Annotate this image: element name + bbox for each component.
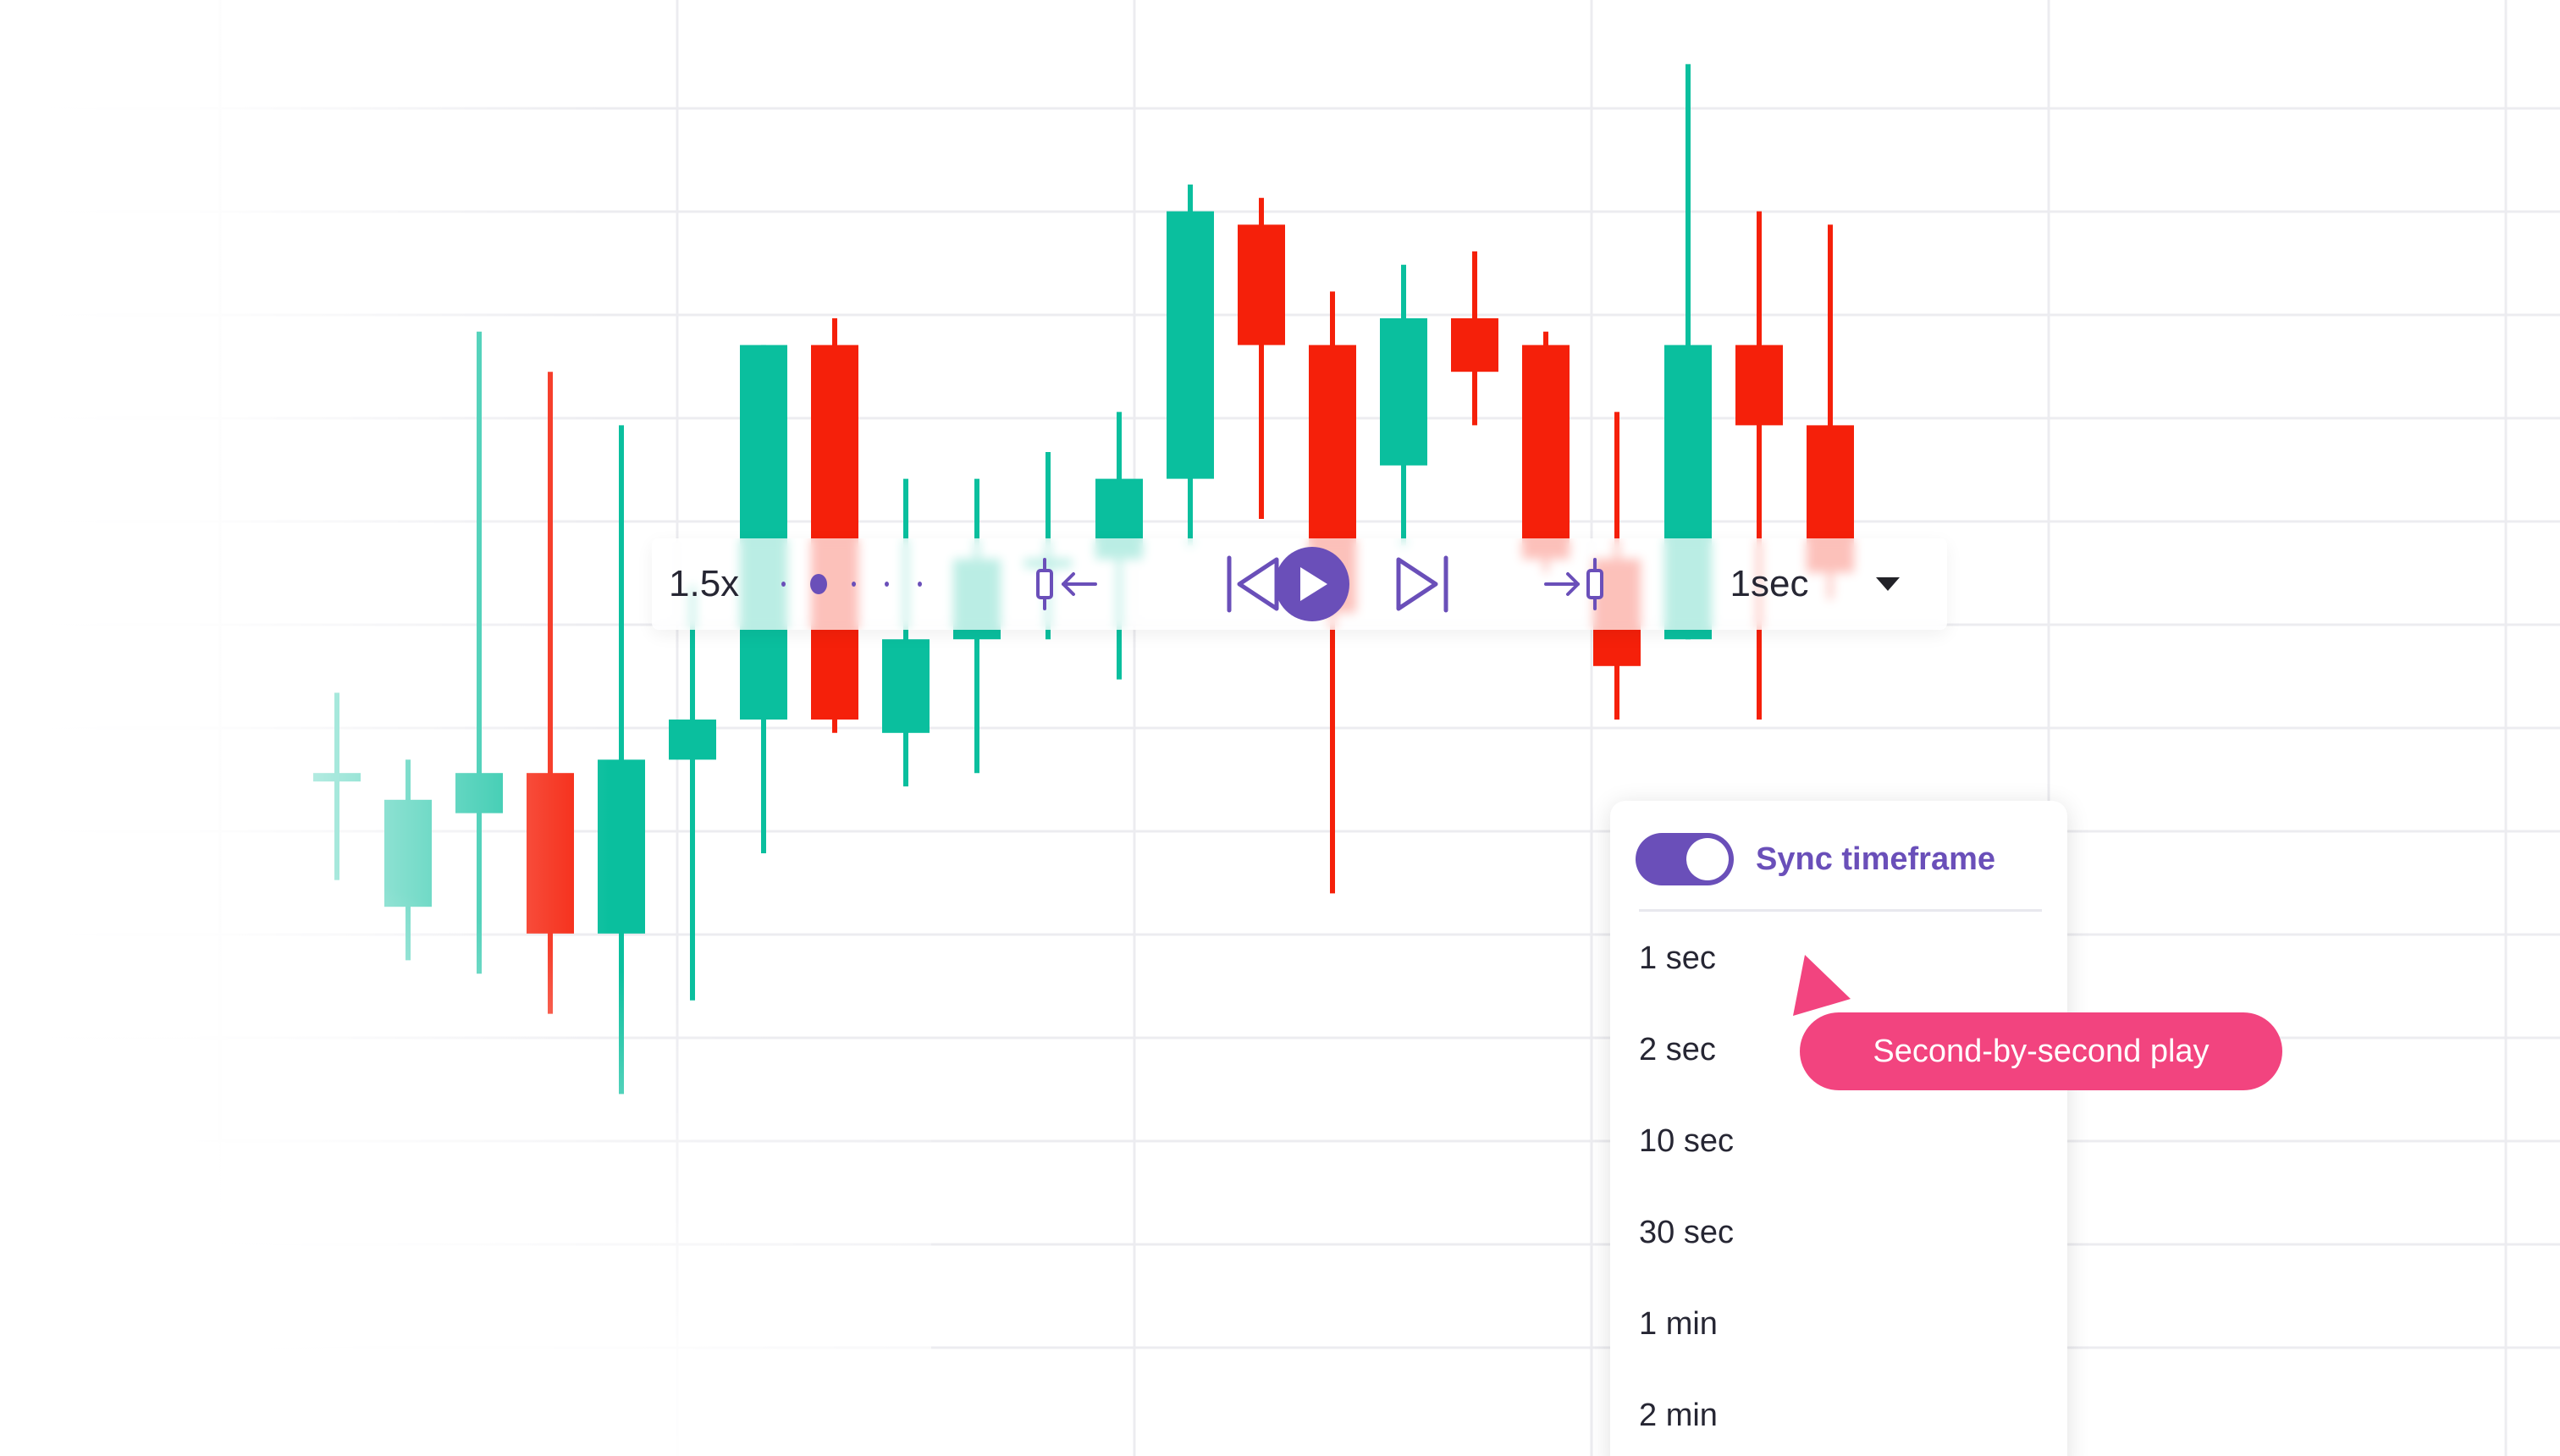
- timeframe-dropdown: Sync timeframe 1 sec 2 sec 10 sec 30 sec…: [1610, 801, 2067, 1456]
- speed-slider-step: [852, 582, 856, 587]
- candle-arrow-left-icon: [1036, 558, 1097, 610]
- candle-bearish: [1238, 224, 1285, 345]
- timeframe-options: 1 sec 2 sec 10 sec 30 sec 1 min 2 min: [1639, 913, 2042, 1456]
- sync-timeframe-row: Sync timeframe: [1636, 830, 2050, 889]
- replay-speed-slider[interactable]: [767, 538, 936, 630]
- replay-toolbar: 1.5x: [652, 538, 1947, 630]
- candle-bearish: [1735, 345, 1783, 426]
- candle-bearish: [1522, 345, 1570, 560]
- timeframe-option-2-min[interactable]: 2 min: [1639, 1397, 1718, 1433]
- timeframe-option-2-sec[interactable]: 2 sec: [1639, 1031, 1716, 1067]
- timeframe-option-1-min[interactable]: 1 min: [1639, 1305, 1718, 1342]
- play-button[interactable]: [1275, 547, 1349, 621]
- candle-bearish: [811, 345, 858, 720]
- timeframe-option-1-sec[interactable]: 1 sec: [1639, 940, 1716, 976]
- arrow-candle-right-icon: [1544, 558, 1603, 610]
- sync-timeframe-toggle[interactable]: [1636, 833, 1734, 885]
- second-by-second-callout: Second-by-second play: [1800, 1012, 2282, 1090]
- candle-bullish: [882, 639, 930, 733]
- sync-timeframe-label: Sync timeframe: [1756, 841, 1996, 877]
- timeframe-option-30-sec[interactable]: 30 sec: [1639, 1214, 1734, 1250]
- speed-slider-handle[interactable]: [810, 574, 827, 594]
- timeframe-option-10-sec[interactable]: 10 sec: [1639, 1122, 1734, 1159]
- candle-bullish: [740, 345, 787, 720]
- candle-bearish: [1451, 318, 1498, 372]
- timeframe-selector[interactable]: 1sec: [1730, 563, 1809, 604]
- candle-bullish: [1380, 318, 1427, 466]
- candle-bullish: [598, 759, 645, 934]
- candle-bullish: [455, 773, 503, 813]
- toggle-knob: [1686, 838, 1729, 880]
- jump-to-bar-button[interactable]: [1024, 538, 1109, 630]
- speed-slider-step: [781, 582, 786, 587]
- candle-bullish: [669, 720, 716, 760]
- jump-to-realtime-button[interactable]: [1532, 538, 1617, 630]
- candle-bearish: [527, 773, 574, 934]
- step-forward-icon: [1396, 555, 1448, 613]
- dropdown-divider: [1639, 909, 2042, 912]
- callout-pointer: [1793, 955, 1851, 1016]
- candle-bullish: [1167, 211, 1214, 479]
- step-forward-button[interactable]: [1380, 538, 1465, 630]
- play-icon: [1300, 567, 1327, 601]
- timeframe-dropdown-toggle[interactable]: [1862, 538, 1913, 630]
- replay-speed-label[interactable]: 1.5x: [669, 563, 740, 604]
- speed-slider-step: [885, 582, 889, 587]
- speed-slider-step: [918, 582, 922, 587]
- candle-bullish: [313, 773, 361, 782]
- caret-down-icon: [1876, 577, 1900, 591]
- candle-bullish: [384, 799, 432, 907]
